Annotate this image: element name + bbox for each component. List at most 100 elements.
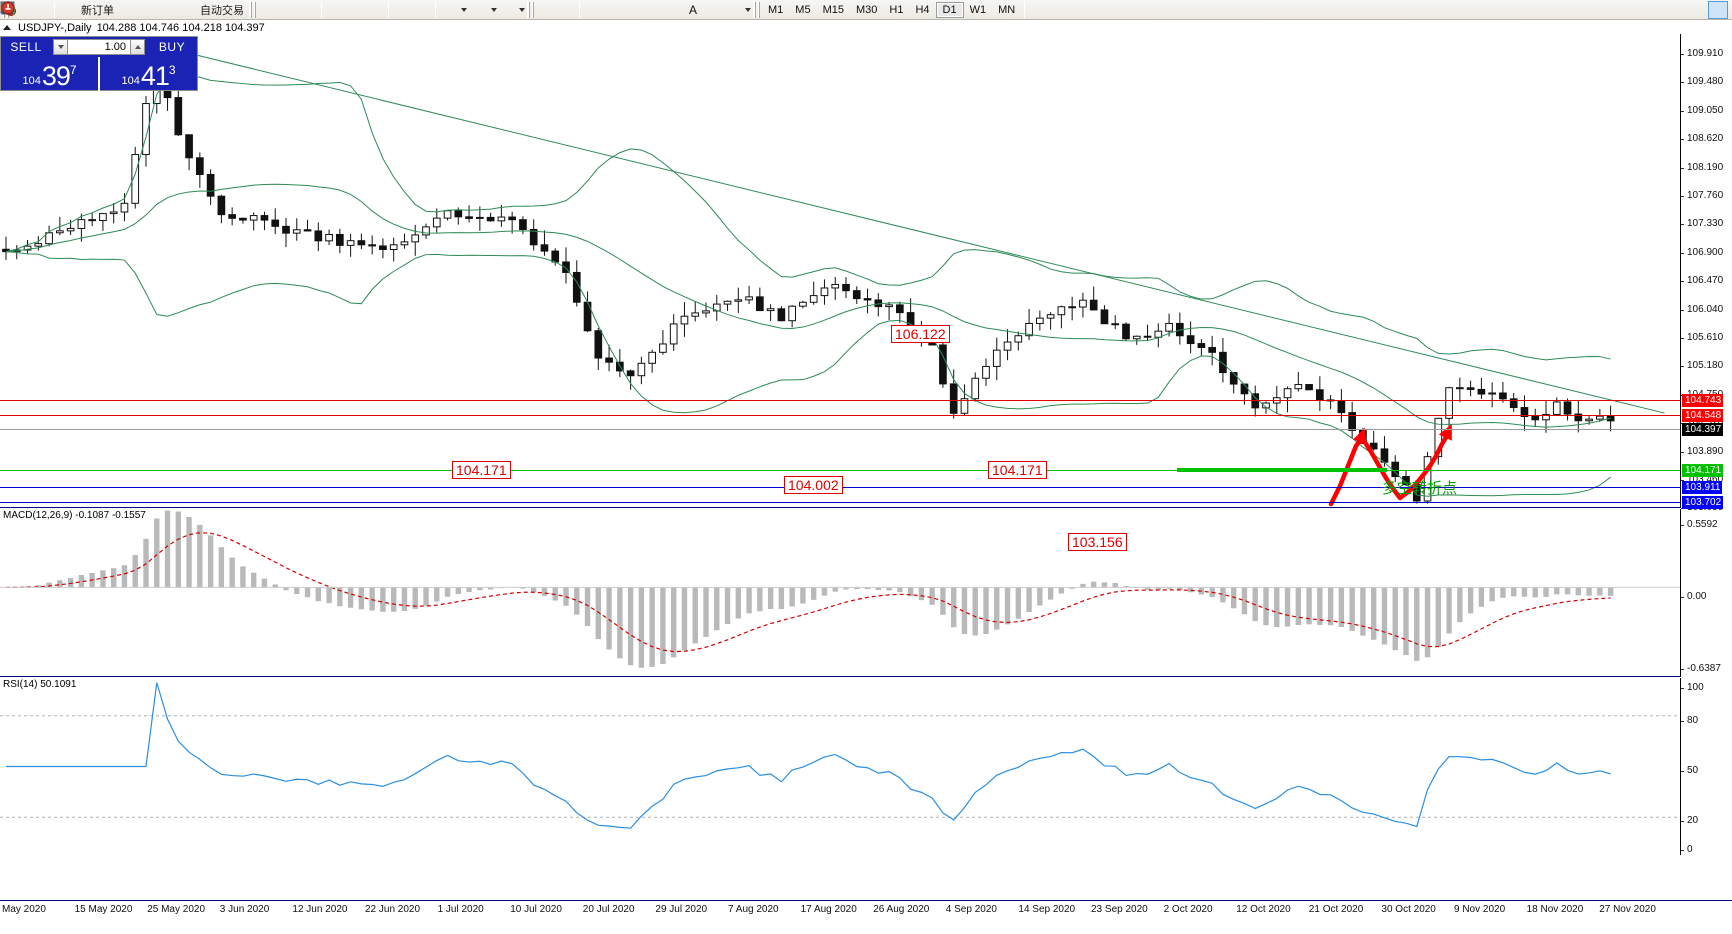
sell-price-quote[interactable]: 104 39 7 — [1, 57, 98, 91]
horizontal-line-icon[interactable] — [2, 1, 623, 19]
cursor-icon[interactable] — [4, 1, 556, 19]
signals-icon[interactable] — [1, 1, 177, 19]
data-window-icon[interactable] — [1, 1, 51, 19]
chinese-annotation-note[interactable]: 多空转折点 — [1382, 479, 1458, 497]
rsi-axis[interactable]: 100 80 50 20 0 — [1680, 678, 1732, 855]
tile-windows-icon[interactable] — [1, 1, 385, 19]
vertical-line-icon[interactable] — [7, 1, 603, 19]
alerts-icon[interactable] — [1, 0, 1728, 19]
one-click-trading-header: SELL 1.00 BUY — [1, 37, 197, 57]
time-axis-label: 18 Nov 2020 — [1526, 904, 1584, 915]
new-order-label[interactable]: 新订单 — [81, 3, 114, 17]
timeframe-mn[interactable]: MN — [998, 3, 1016, 16]
volume-decrease-chevron-down-icon[interactable] — [53, 39, 68, 55]
strategy-tester-icon[interactable] — [1, 1, 157, 19]
add-indicator-icon[interactable] — [1, 1, 459, 19]
chart-shift-icon[interactable] — [1, 1, 412, 19]
one-click-trading-quotes: 104 39 7 104 41 3 — [1, 57, 197, 91]
channel-icon[interactable]: F — [2, 1, 683, 19]
rsi-tick: 0 — [1681, 844, 1693, 855]
trendline-icon[interactable] — [2, 1, 643, 19]
hline-current-price[interactable] — [0, 429, 1680, 430]
buy-price-prefix: 104 — [121, 75, 140, 87]
crosshair-icon[interactable] — [2, 1, 576, 19]
timeframe-m1[interactable]: M1 — [768, 3, 784, 16]
autotrading-icon[interactable] — [0, 1, 197, 19]
price-callout[interactable]: 106.122 — [891, 325, 950, 343]
price-callout[interactable]: 103.156 — [1068, 533, 1127, 551]
quote-divider — [98, 57, 100, 91]
templates-icon[interactable] — [1, 1, 517, 19]
price-axis[interactable]: 109.910 109.480 109.050 108.620 108.190 107.7… — [1680, 34, 1732, 513]
templates-chevron-down-icon[interactable] — [519, 7, 525, 12]
volume-stepper[interactable]: 1.00 — [53, 39, 145, 55]
rsi-pane[interactable]: RSI(14) 50.1091 — [0, 678, 1680, 855]
timeframe-h1[interactable]: H1 — [889, 3, 904, 16]
price-callout[interactable]: 104.171 — [452, 461, 511, 479]
auto-scroll-icon[interactable] — [1, 1, 432, 19]
shapes-icon[interactable] — [1, 1, 743, 19]
toolbar-overflow-chevron-down-icon[interactable] — [491, 7, 497, 12]
time-axis-label: 15 May 2020 — [74, 904, 133, 915]
time-axis-label: 7 Aug 2020 — [728, 904, 779, 915]
time-axis-label: 25 May 2020 — [147, 904, 206, 915]
autotrading-label[interactable]: 自动交易 — [200, 3, 244, 17]
buy-button[interactable]: BUY — [158, 40, 186, 54]
fibonacci-icon[interactable]: E — [2, 1, 663, 19]
price-badge[interactable]: 103.911 — [1682, 481, 1723, 494]
toolbar-grip-timeframes[interactable] — [753, 1, 760, 18]
macd-pane[interactable]: MACD(12,26,9) -0.1087 -0.1557 — [0, 509, 1680, 677]
timeframe-m5[interactable]: M5 — [795, 3, 811, 16]
price-callout[interactable]: 104.171 — [988, 461, 1047, 479]
price-badge[interactable]: 103.702 — [1682, 496, 1724, 509]
sell-price-prefix: 104 — [22, 75, 41, 87]
period-separator-icon[interactable] — [1, 1, 487, 19]
macd-tick: 0.5592 — [1681, 519, 1718, 530]
line-chart-icon[interactable] — [1, 1, 318, 19]
price-badge[interactable]: 104.397 — [1682, 423, 1724, 436]
shapes-chevron-down-icon[interactable] — [745, 7, 751, 12]
toolbar-separator-2 — [321, 1, 322, 18]
price-badge[interactable]: 104.548 — [1682, 409, 1724, 422]
new-order-icon[interactable] — [0, 1, 78, 19]
time-axis-label: 17 Aug 2020 — [800, 904, 857, 915]
indicator-dropdown-chevron-down-icon[interactable] — [461, 7, 467, 12]
toolbar-grip-charts[interactable] — [249, 1, 256, 18]
price-badge[interactable]: 104.171 — [1682, 464, 1724, 477]
time-axis-label: 4 Sep 2020 — [945, 904, 997, 915]
price-tick: 109.050 — [1681, 105, 1723, 116]
toolbar-grip-drawing[interactable] — [527, 1, 534, 18]
sell-button[interactable]: SELL — [10, 40, 42, 54]
macd-chart-svg — [0, 510, 1680, 668]
chart-area[interactable]: 109.910 109.480 109.050 108.620 108.190 107.7… — [0, 34, 1732, 933]
one-click-trading-panel[interactable]: SELL 1.00 BUY 104 39 7 104 41 3 — [0, 36, 198, 91]
collapse-triangle-icon[interactable] — [3, 25, 11, 30]
hline-support-green[interactable] — [0, 470, 1680, 471]
timeframe-m15[interactable]: M15 — [822, 3, 844, 16]
candlestick-chart-icon[interactable] — [1, 1, 298, 19]
price-badge[interactable]: 104.743 — [1682, 394, 1724, 407]
text-icon[interactable]: A — [688, 2, 697, 17]
search-icon[interactable] — [1, 1, 1708, 19]
volume-input[interactable]: 1.00 — [68, 39, 130, 55]
price-callout[interactable]: 104.002 — [784, 476, 843, 494]
annotation-overlay: 106.122 104.171 104.002 104.171 103.156 多空转折点 — [0, 34, 1680, 551]
text-label-icon[interactable]: T — [1, 1, 723, 19]
zoom-in-icon[interactable] — [1, 1, 345, 19]
hline-support-blue-2[interactable] — [0, 502, 1680, 503]
bar-chart-icon[interactable] — [1, 1, 278, 19]
metaeditor-icon[interactable] — [1, 1, 137, 19]
buy-price-quote[interactable]: 104 41 3 — [100, 57, 197, 91]
hline-resistance-2[interactable] — [0, 415, 1680, 416]
volume-increase-chevron-up-icon[interactable] — [130, 39, 145, 55]
price-pane[interactable] — [0, 34, 1680, 508]
timeframe-m30[interactable]: M30 — [855, 3, 878, 16]
timeframe-w1[interactable]: W1 — [969, 3, 987, 16]
buy-price-big: 41 — [140, 61, 170, 91]
timeframe-h4[interactable]: H4 — [915, 3, 930, 16]
macd-axis[interactable]: 0.5592 0.00 -0.6387 — [1680, 509, 1732, 677]
zoom-out-icon[interactable] — [1, 1, 365, 19]
time-axis[interactable]: May 2020 15 May 2020 25 May 2020 3 Jun 2020… — [0, 900, 1732, 934]
timeframe-d1[interactable]: D1 — [935, 1, 964, 18]
hline-resistance-1[interactable] — [0, 400, 1680, 401]
